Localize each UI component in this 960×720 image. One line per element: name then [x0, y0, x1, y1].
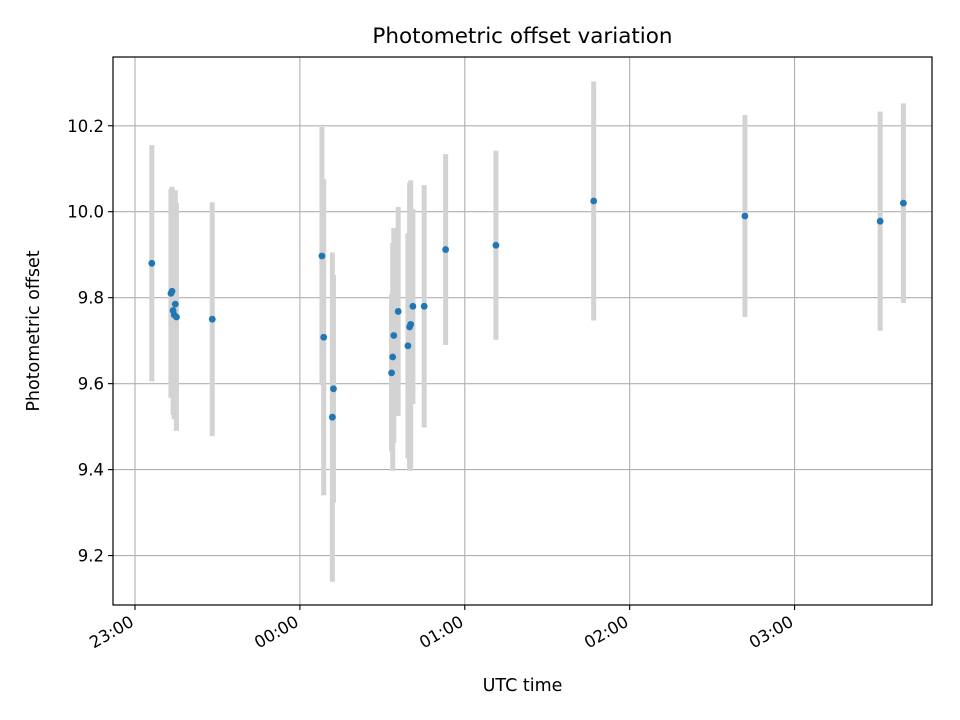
y-tick-label: 9.4 [78, 461, 104, 480]
y-tick-label: 10.0 [67, 203, 104, 222]
data-point [442, 246, 450, 253]
data-point [741, 212, 749, 220]
y-tick-label: 9.8 [78, 289, 104, 308]
grid [113, 57, 932, 605]
chart-title: Photometric offset variation [372, 24, 672, 49]
x-axis-label: UTC time [483, 676, 563, 696]
data-point [318, 252, 326, 260]
data-point [420, 302, 428, 310]
data-point [876, 217, 884, 225]
data-point [390, 332, 398, 339]
data-point [389, 353, 397, 361]
plot-frame [112, 56, 933, 606]
data-point [173, 313, 180, 321]
data-point [388, 369, 395, 377]
data-point [492, 241, 500, 249]
data-point [320, 333, 328, 341]
y-tick-label: 10.2 [67, 117, 104, 136]
data-point [407, 320, 415, 328]
data-point [590, 197, 598, 205]
y-tick-label: 9.2 [78, 547, 104, 566]
data-point [171, 300, 179, 308]
data-point [394, 308, 402, 315]
data-point [208, 315, 216, 323]
data-point [409, 302, 417, 310]
data-point [330, 385, 337, 393]
data-points [148, 197, 907, 421]
plot-area [113, 57, 932, 605]
data-point [168, 287, 176, 295]
data-point [328, 413, 336, 421]
y-tick-label: 9.6 [78, 375, 104, 394]
data-point [148, 259, 156, 267]
data-point [899, 199, 907, 207]
data-point [404, 342, 412, 350]
y-axis-ticks: 9.2 9.4 9.6 9.8 10.0 10.2 [67, 117, 113, 566]
y-axis-label: Photometric offset [24, 250, 44, 411]
